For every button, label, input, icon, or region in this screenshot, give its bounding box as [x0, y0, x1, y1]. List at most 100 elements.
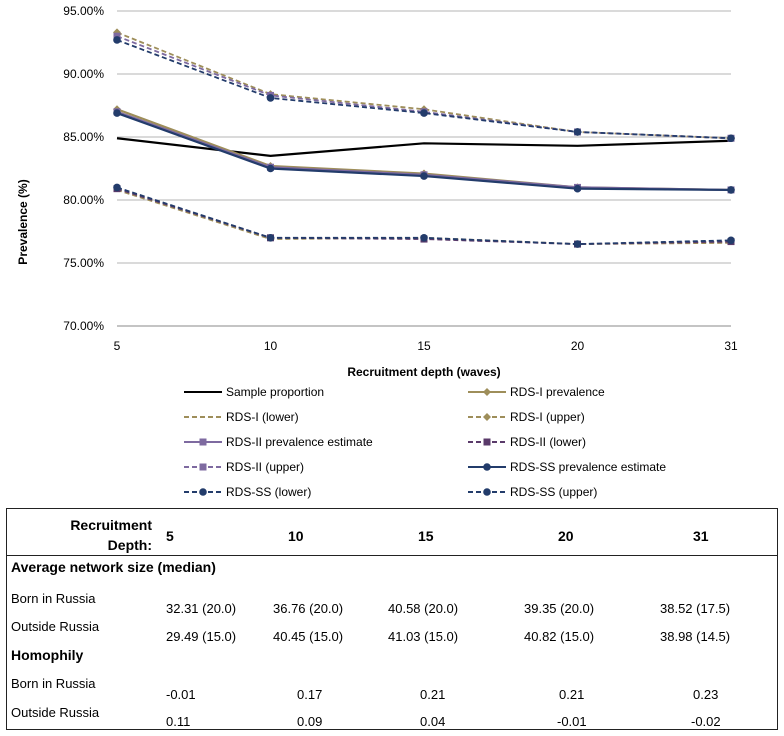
- legend-item: RDS-II (lower): [468, 435, 586, 449]
- table-cell: 40.45 (15.0): [273, 629, 344, 644]
- data-point: [727, 236, 735, 245]
- legend-marker: [483, 388, 491, 396]
- x-tick-label: 31: [724, 339, 738, 353]
- table-cell: 0.21: [420, 687, 446, 702]
- data-point: [420, 109, 428, 117]
- table-cell: 38.52 (17.5): [660, 601, 731, 616]
- data-point: [727, 134, 735, 143]
- legend-label: RDS-I (lower): [226, 410, 299, 424]
- row-label: Outside Russia: [11, 705, 100, 720]
- x-tick-label: 5: [114, 339, 121, 353]
- y-tick-label: 85.00%: [63, 130, 104, 144]
- table-cell: 29.49 (15.0): [166, 629, 237, 644]
- legend-label: Sample proportion: [226, 385, 324, 399]
- x-tick-label: 15: [417, 339, 431, 353]
- y-tick-label: 95.00%: [63, 4, 104, 18]
- legend-label: RDS-I (upper): [510, 410, 585, 424]
- y-tick-labels: 70.00% 75.00% 80.00% 85.00% 90.00% 95.00%: [63, 4, 104, 333]
- y-tick-label: 75.00%: [63, 256, 104, 270]
- x-axis-title: Recruitment depth (waves): [347, 365, 500, 379]
- y-tick-label: 70.00%: [63, 319, 104, 333]
- legend-label: RDS-I prevalence: [510, 385, 605, 399]
- table-cell: 40.82 (15.0): [524, 629, 595, 644]
- table-cell: 0.21: [559, 687, 585, 702]
- table-cell: -0.01: [557, 714, 587, 729]
- series-line: [116, 39, 732, 140]
- legend-marker: [199, 488, 207, 496]
- table-cell: 38.98 (14.5): [660, 629, 731, 644]
- data-point: [266, 94, 275, 102]
- series-rds-i-upper-: [113, 28, 735, 143]
- data-point: [573, 240, 582, 248]
- legend-label: RDS-SS (lower): [226, 485, 311, 499]
- x-tick-label: 10: [264, 339, 278, 353]
- y-tick-label: 80.00%: [63, 193, 104, 207]
- table-col-header: 10: [288, 528, 304, 544]
- section-title-homophily: Homophily: [11, 647, 84, 663]
- legend-label: RDS-SS (upper): [510, 485, 597, 499]
- x-tick-label: 20: [571, 339, 585, 353]
- table-cell: 36.76 (20.0): [273, 601, 344, 616]
- legend-label: RDS-II (lower): [510, 435, 586, 449]
- data-point: [266, 234, 275, 242]
- table-col-header: 31: [693, 528, 709, 544]
- legend-item: RDS-II (upper): [184, 460, 304, 474]
- legend-item: RDS-I prevalence: [468, 385, 605, 399]
- series-rds-ss-lower-: [113, 183, 735, 248]
- series-rds-ii-upper-: [113, 32, 735, 142]
- chart-legend: Sample proportion RDS-I prevalence RDS-I (…: [184, 385, 666, 499]
- row-label: Born in Russia: [11, 591, 96, 606]
- network-statistics-table: Recruitment Depth: 5 10 15 20 31 Average…: [6, 508, 778, 730]
- table-col-header: 15: [418, 528, 434, 544]
- data-point: [573, 128, 582, 136]
- data-point: [266, 164, 275, 173]
- legend-item: RDS-SS (lower): [184, 485, 311, 499]
- table-cell: -0.01: [166, 687, 196, 702]
- series-lines: [113, 28, 735, 248]
- table-cell: 0.23: [693, 687, 719, 702]
- table-col-header: 20: [558, 528, 574, 544]
- table-col-header: 5: [166, 528, 174, 544]
- data-point: [113, 109, 121, 117]
- x-tick-labels: 5 10 15 20 31: [114, 339, 738, 353]
- data-point: [420, 172, 428, 180]
- y-axis-title: Prevalence (%): [16, 179, 30, 264]
- series-rds-ii-prevalence-estimate: [113, 108, 735, 194]
- row-label: Born in Russia: [11, 676, 96, 691]
- table-cell: 39.35 (20.0): [524, 601, 595, 616]
- series-line: [116, 35, 732, 140]
- table-header-label-1: Recruitment: [70, 517, 152, 533]
- table-cell: 0.11: [166, 714, 191, 729]
- prevalence-line-chart: 70.00% 75.00% 80.00% 85.00% 90.00% 95.00% 5 10…: [16, 4, 738, 499]
- gridlines: [117, 10, 731, 264]
- table-cell: 41.03 (15.0): [388, 629, 459, 644]
- legend-marker: [483, 488, 491, 496]
- legend-label: RDS-II (upper): [226, 460, 304, 474]
- series-line: [116, 31, 732, 140]
- table-cell: 0.04: [420, 714, 446, 729]
- legend-label: RDS-SS prevalence estimate: [510, 460, 666, 474]
- series-rds-ss-prevalence-estimate: [113, 109, 735, 194]
- row-label: Outside Russia: [11, 619, 100, 634]
- data-point: [113, 36, 121, 44]
- legend-marker: [199, 463, 207, 471]
- data-point: [727, 186, 735, 194]
- legend-item: RDS-II prevalence estimate: [184, 435, 373, 449]
- series-rds-ss-upper-: [113, 36, 735, 143]
- data-point: [420, 234, 428, 242]
- table-header-divider: [7, 555, 777, 556]
- y-tick-label: 90.00%: [63, 67, 104, 81]
- legend-item: RDS-SS (upper): [468, 485, 597, 499]
- legend-marker: [483, 413, 491, 421]
- legend-marker: [483, 438, 491, 446]
- legend-item: RDS-I (upper): [468, 410, 585, 424]
- legend-marker: [199, 438, 207, 446]
- table-cell: 0.09: [297, 714, 323, 729]
- legend-item: RDS-SS prevalence estimate: [468, 460, 666, 474]
- section-title-network-size: Average network size (median): [11, 559, 216, 575]
- table-cell: 32.31 (20.0): [166, 601, 237, 616]
- legend-label: RDS-II prevalence estimate: [226, 435, 373, 449]
- table-cell: 0.17: [297, 687, 323, 702]
- data-point: [113, 183, 121, 192]
- legend-marker: [483, 463, 491, 471]
